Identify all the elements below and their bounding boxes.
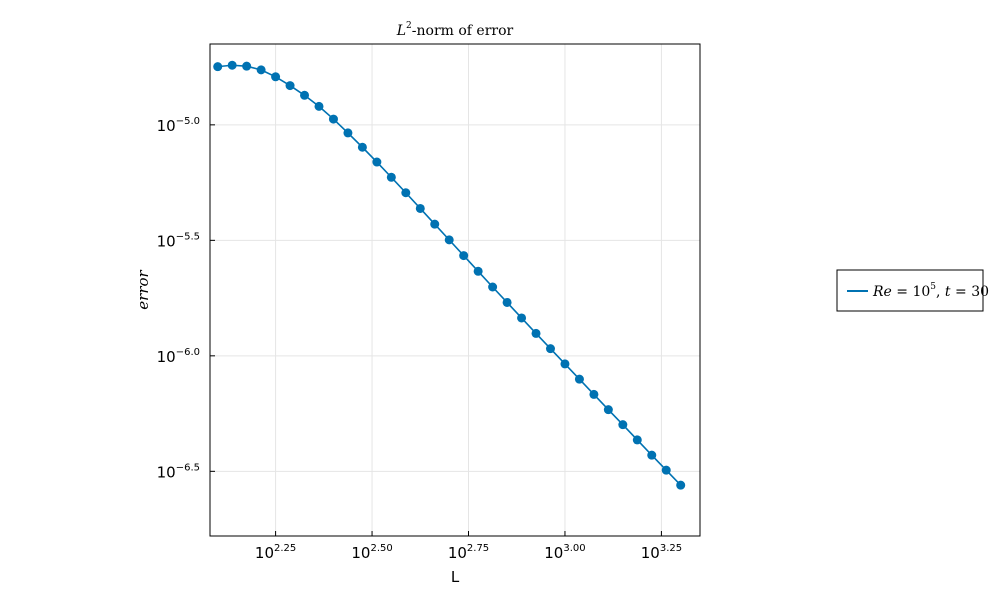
data-point [676,480,686,490]
data-point [661,465,671,475]
y-tick-label: 10−5.0 [157,116,200,135]
x-tick-label: 102.50 [351,543,392,562]
data-point [589,389,599,399]
data-point [632,435,642,445]
legend-part: t [945,284,951,300]
legend-part: , [936,284,945,300]
y-ticks: 10−5.010−5.510−6.010−6.5 [157,116,215,481]
series-line [217,64,682,486]
data-point [227,60,237,70]
x-tick-label: 103.25 [641,543,682,562]
x-tick-base: 10 [255,544,274,562]
data-point [285,81,295,91]
data-point [372,157,382,167]
title-symbol: L [396,23,406,39]
data-point [314,101,324,111]
x-tick-label: 103.00 [544,543,585,562]
series-group [213,60,686,490]
legend: Re = 105, t = 30 [836,269,989,312]
x-tick-label: 102.25 [255,543,296,562]
legend-part: 5 [930,282,936,292]
data-point [473,266,483,276]
data-point [444,235,454,245]
y-tick-base: 10 [157,117,176,135]
x-tick-base: 10 [544,544,563,562]
x-tick-exp: 2.50 [370,543,392,554]
title-main: -norm of error [412,23,514,39]
data-point [328,114,338,124]
x-tick-exp: 2.75 [467,543,489,554]
data-point [502,297,512,307]
data-point [459,251,469,261]
data-point [647,450,657,460]
data-point [386,172,396,182]
y-tick-label: 10−5.5 [157,231,200,250]
legend-part: = 10 [892,284,930,300]
legend-part: = 30 [951,284,989,300]
data-point [603,405,613,415]
y-tick-exp: −5.0 [176,116,200,127]
data-point [401,188,411,198]
plot-frame [209,43,701,537]
legend-entry-label: Re = 105, t = 30 [872,282,989,300]
data-point [488,282,498,292]
legend-part: Re [872,284,892,300]
x-tick-exp: 3.00 [563,543,585,554]
chart-title: L2-norm of error [396,21,514,39]
grid-lines [210,44,700,536]
x-tick-base: 10 [448,544,467,562]
x-tick-base: 10 [641,544,660,562]
x-ticks: 102.25 102.50 102.75 103.00 103.25 [255,531,682,562]
y-tick-base: 10 [157,463,176,481]
y-tick-base: 10 [157,232,176,250]
data-point [618,420,628,430]
x-tick-exp: 3.25 [660,543,682,554]
data-point [271,72,281,82]
data-point [213,62,223,72]
y-tick-base: 10 [157,348,176,366]
data-point [343,128,353,138]
data-point [242,61,252,71]
data-point [517,313,527,323]
data-point [430,219,440,229]
y-tick-exp: −6.5 [176,462,200,473]
x-tick-base: 10 [351,544,370,562]
x-tick-exp: 2.25 [274,543,296,554]
data-point [531,328,541,338]
data-point [560,359,570,369]
x-axis-label: L [451,568,460,586]
data-point [300,90,310,100]
y-tick-label: 10−6.5 [157,462,200,481]
data-point [256,65,266,75]
data-point [545,344,555,354]
title-superscript: 2 [406,21,412,31]
data-point [574,374,584,384]
y-tick-exp: −6.0 [176,347,200,358]
y-tick-exp: −5.5 [176,231,200,242]
x-tick-label: 102.75 [448,543,489,562]
data-point [357,142,367,152]
data-point [415,203,425,213]
y-axis-label: error [134,269,152,309]
y-tick-label: 10−6.0 [157,347,200,366]
